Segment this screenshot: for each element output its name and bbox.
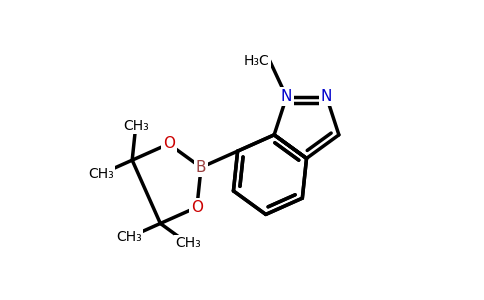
Text: CH₃: CH₃ — [175, 236, 201, 250]
Text: N: N — [281, 89, 292, 104]
Text: CH₃: CH₃ — [117, 230, 142, 244]
Text: O: O — [191, 200, 203, 215]
Text: CH₃: CH₃ — [88, 167, 114, 181]
Text: CH₃: CH₃ — [123, 119, 149, 133]
Text: B: B — [196, 160, 206, 175]
Text: N: N — [321, 89, 332, 104]
Text: O: O — [163, 136, 175, 152]
Text: H₃C: H₃C — [244, 54, 270, 68]
